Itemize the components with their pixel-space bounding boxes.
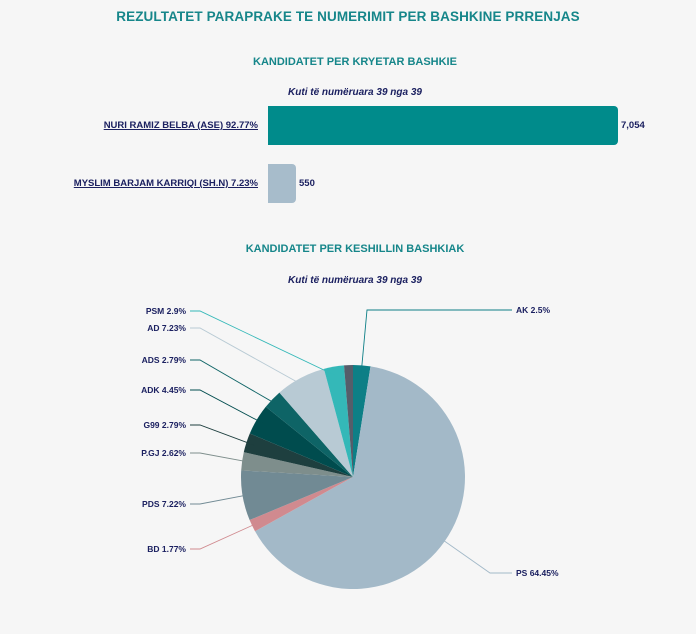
leader-line-9 bbox=[190, 310, 336, 376]
pie-slice-1 bbox=[255, 366, 466, 589]
leader-line-8 bbox=[190, 327, 305, 387]
bar-1 bbox=[268, 164, 296, 203]
pie-label-2: BD 1.77% bbox=[147, 544, 186, 554]
bar-value-label-0: 7,054 bbox=[621, 120, 645, 131]
mayor-chart-title: KANDIDATET PER KRYETAR BASHKIE bbox=[253, 56, 457, 68]
pie-slice-9 bbox=[323, 365, 353, 477]
bar-category-label-1[interactable]: MYSLIM BARJAM KARRIQI (SH.N) 7.23% bbox=[73, 178, 258, 189]
leader-line-2 bbox=[190, 521, 261, 550]
leader-line-3 bbox=[190, 493, 252, 505]
pie-label-4: P.GJ 2.62% bbox=[141, 448, 186, 458]
pie-slice-8 bbox=[279, 368, 353, 477]
page-title: REZULTATET PARAPRAKE TE NUMERIMIT PER BA… bbox=[116, 9, 580, 24]
pie-slice-5 bbox=[243, 433, 353, 477]
pie-slice-3 bbox=[240, 470, 353, 521]
pie-label-7: ADS 2.79% bbox=[142, 355, 187, 365]
council-chart-subtitle: Kuti të numëruara 39 nga 39 bbox=[288, 275, 422, 286]
pie-label-0: AK 2.5% bbox=[516, 305, 550, 315]
mayor-chart-subtitle: Kuti të numëruara 39 nga 39 bbox=[288, 87, 422, 98]
bar-category-label-0[interactable]: NURI RAMIZ BELBA (ASE) 92.77% bbox=[103, 120, 258, 131]
pie-label-5: G99 2.79% bbox=[143, 420, 186, 430]
pie-slice-6 bbox=[249, 406, 353, 477]
pie-slice-10 bbox=[344, 365, 353, 477]
pie-label-6: ADK 4.45% bbox=[141, 385, 186, 395]
pie-label-8: AD 7.23% bbox=[147, 323, 186, 333]
leader-line-0 bbox=[360, 309, 512, 375]
leader-line-5 bbox=[190, 424, 256, 446]
leader-line-7 bbox=[190, 359, 279, 406]
pie-slice-7 bbox=[265, 392, 353, 477]
bar-0 bbox=[268, 106, 618, 145]
leader-line-6 bbox=[190, 389, 265, 425]
pie-slice-4 bbox=[241, 452, 353, 477]
council-chart-title: KANDIDATET PER KESHILLIN BASHKIAK bbox=[245, 243, 465, 255]
leader-line-4 bbox=[190, 452, 252, 463]
leader-line-1 bbox=[437, 535, 512, 574]
pie-label-1: PS 64.45% bbox=[516, 568, 559, 578]
pie-label-3: PDS 7.22% bbox=[142, 499, 186, 509]
pie-slice-0 bbox=[353, 365, 371, 477]
bar-value-label-1: 550 bbox=[299, 178, 315, 189]
pie-slice-2 bbox=[249, 477, 353, 532]
pie-label-9: PSM 2.9% bbox=[146, 306, 187, 316]
